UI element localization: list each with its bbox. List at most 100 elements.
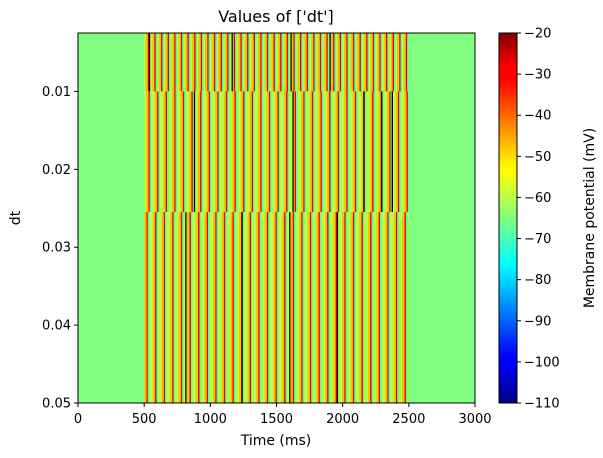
spike-stripe	[372, 91, 374, 213]
after-spike-stripe	[208, 33, 211, 92]
after-spike-stripe	[175, 33, 178, 92]
y-axis: 0.01 0.02 0.03 0.04 0.05	[42, 85, 78, 412]
after-spike-stripe	[367, 33, 369, 92]
rising-stripe	[335, 91, 338, 213]
spike-stripe	[220, 33, 222, 92]
rising-stripe	[264, 33, 267, 92]
rising-stripe	[297, 33, 300, 92]
spike-stripe	[313, 33, 315, 92]
rising-stripe	[277, 33, 281, 92]
after-spike-stripe	[400, 33, 403, 92]
after-spike-stripe	[356, 91, 358, 213]
rising-stripe	[191, 33, 195, 92]
rising-stripe	[264, 212, 267, 403]
rising-stripe	[185, 33, 188, 92]
rising-stripe	[213, 212, 216, 403]
after-spike-stripe	[330, 91, 332, 213]
rising-stripe	[152, 212, 156, 403]
spike-stripe	[320, 91, 322, 213]
spike-stripe	[327, 212, 329, 403]
after-spike-stripe	[296, 91, 298, 213]
y-tick-label: 0.05	[42, 397, 71, 412]
after-spike-stripe	[274, 33, 277, 92]
rising-stripe	[403, 33, 406, 92]
colorbar-axis: −20 −30 −40 −50 −60 −70 −80 −90 −100 −110	[517, 27, 560, 412]
rising-stripe	[240, 91, 244, 213]
spike-stripe	[247, 33, 249, 92]
rising-stripe	[158, 33, 162, 92]
after-spike-stripe	[304, 91, 307, 213]
after-spike-stripe	[210, 91, 212, 213]
spike-stripe	[354, 91, 357, 213]
spike-stripe	[335, 212, 338, 403]
after-spike-stripe	[244, 91, 246, 213]
trough-stripe	[241, 212, 243, 403]
after-spike-stripe	[261, 33, 264, 92]
rising-stripe	[154, 91, 158, 213]
colorbar-label: Membrane potential (mV)	[582, 128, 598, 308]
spike-stripe	[240, 33, 242, 92]
trough-stripe	[290, 33, 292, 92]
after-spike-stripe	[175, 91, 178, 213]
x-tick-label: 500	[132, 412, 157, 427]
colorbar-tick-label: −20	[524, 27, 551, 42]
spike-stripe	[339, 33, 342, 92]
rising-stripe	[344, 33, 347, 92]
colorbar-tick-label: −90	[524, 314, 551, 329]
spike-stripe	[172, 212, 174, 403]
rising-stripe	[352, 91, 355, 213]
spike-stripe	[189, 212, 191, 403]
rising-stripe	[206, 91, 209, 213]
spike-stripe	[286, 91, 288, 213]
rising-stripe	[221, 212, 224, 403]
rising-stripe	[324, 33, 327, 92]
spike-stripe	[207, 33, 209, 92]
spike-stripe	[346, 33, 348, 92]
spike-stripe	[379, 33, 381, 92]
after-spike-stripe	[374, 33, 376, 92]
after-spike-stripe	[167, 91, 169, 213]
spike-stripe	[213, 33, 216, 92]
rising-stripe	[370, 33, 373, 92]
rising-stripe	[307, 212, 310, 403]
y-axis-label: dt	[8, 210, 24, 225]
spike-stripe	[319, 33, 322, 92]
colorbar-tick-label: −40	[524, 109, 551, 124]
spike-stripe	[180, 33, 183, 92]
rising-stripe	[258, 91, 261, 213]
spike-stripe	[147, 33, 150, 92]
spike-stripe	[198, 212, 200, 403]
rising-stripe	[361, 91, 364, 213]
after-spike-stripe	[321, 33, 323, 92]
y-tick-label: 0.02	[42, 163, 71, 178]
after-spike-stripe	[382, 91, 384, 213]
rising-stripe	[376, 212, 379, 403]
after-spike-stripe	[294, 33, 297, 92]
stimulus-band-row-1	[144, 33, 409, 92]
after-spike-stripe	[394, 33, 396, 92]
after-spike-stripe	[278, 91, 281, 213]
after-spike-stripe	[241, 33, 244, 92]
after-spike-stripe	[188, 33, 191, 92]
spike-stripe	[275, 212, 277, 403]
spike-stripe	[180, 212, 183, 403]
rising-stripe	[146, 91, 149, 213]
after-spike-stripe	[255, 33, 257, 92]
spike-stripe	[326, 33, 328, 92]
after-spike-stripe	[162, 33, 164, 92]
spike-stripe	[187, 33, 189, 92]
spike-stripe	[406, 91, 408, 213]
rising-stripe	[152, 33, 155, 92]
trough-stripe	[391, 91, 393, 213]
colorbar	[498, 32, 518, 404]
trough-stripe	[193, 91, 196, 213]
rising-stripe	[230, 212, 233, 403]
after-spike-stripe	[201, 91, 203, 213]
after-spike-stripe	[405, 212, 408, 403]
y-tick-label: 0.03	[42, 241, 71, 256]
after-spike-stripe	[313, 91, 315, 213]
rising-stripe	[363, 33, 367, 92]
after-spike-stripe	[233, 212, 236, 403]
rising-stripe	[324, 212, 328, 403]
rising-stripe	[244, 33, 248, 92]
